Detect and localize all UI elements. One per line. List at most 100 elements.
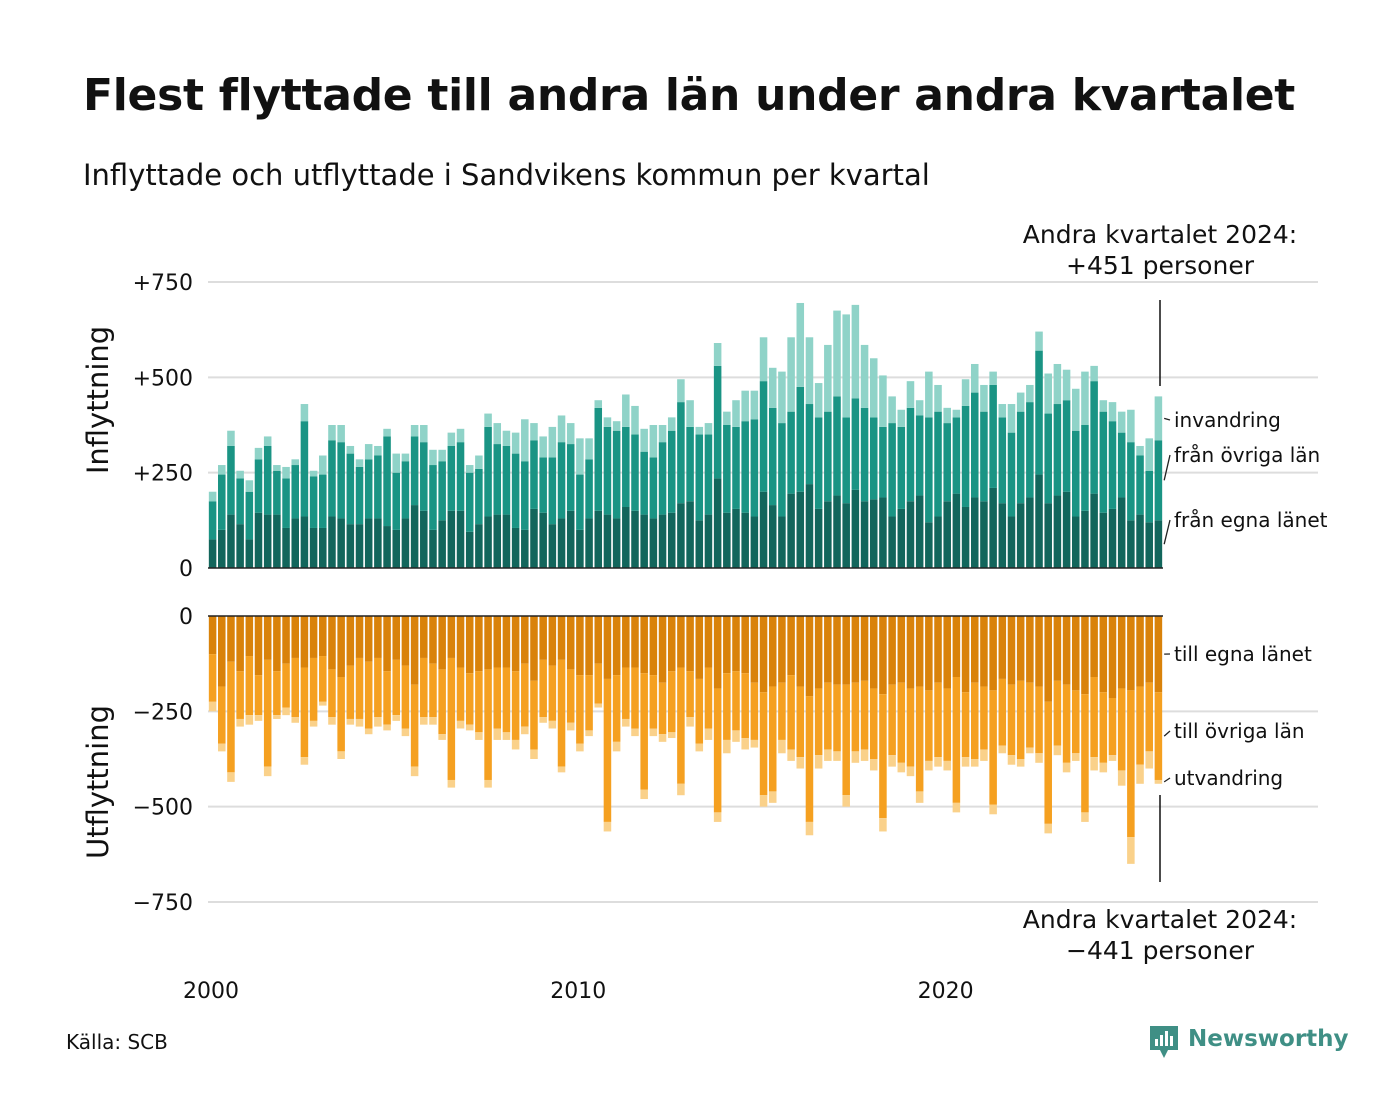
bar-segment <box>686 616 694 672</box>
bar-segment <box>814 417 823 509</box>
bar-segment <box>1081 812 1089 822</box>
bar-segment <box>796 302 805 387</box>
bar-segment <box>1053 745 1062 756</box>
bar-segment <box>695 434 704 521</box>
bar-segment <box>980 501 988 568</box>
bar-segment <box>961 379 970 406</box>
bar-segment <box>420 657 428 718</box>
bar-segment <box>888 423 896 517</box>
bar-segment <box>245 480 254 492</box>
brand-logo[interactable]: Newsworthy <box>1148 1022 1349 1066</box>
bar-segment <box>273 616 281 672</box>
bar-segment <box>897 682 906 763</box>
bar-segment <box>236 470 244 479</box>
bar-segment <box>732 671 740 731</box>
bar-segment <box>245 715 254 725</box>
bar-segment <box>879 694 887 819</box>
bar-segment <box>420 442 428 511</box>
bar-segment <box>925 690 933 761</box>
bar-segment <box>282 707 290 716</box>
bar-segment <box>328 516 336 568</box>
bar-segment <box>410 436 419 506</box>
annotation-out-line2: −441 personer <box>1066 936 1255 965</box>
bar-segment <box>925 760 933 771</box>
bar-segment <box>805 404 814 485</box>
bar-segment <box>943 760 951 771</box>
bar-segment <box>557 442 566 519</box>
bar-segment <box>420 510 428 568</box>
bar-segment <box>768 791 777 803</box>
bar-segment <box>447 657 456 780</box>
bar-segment <box>649 728 658 737</box>
bar-segment <box>475 616 483 672</box>
bar-segment <box>438 734 446 740</box>
bar-segment <box>1108 755 1117 761</box>
y-axis-title: Utflyttning <box>81 705 115 859</box>
bar-segment <box>860 680 869 750</box>
bar-segment <box>566 510 575 568</box>
bar-segment <box>970 392 979 498</box>
bar-segment <box>677 503 685 568</box>
bar-segment <box>1035 753 1043 763</box>
bar-segment <box>1136 686 1144 765</box>
bar-segment <box>649 675 658 729</box>
bar-segment <box>860 749 869 761</box>
bar-segment <box>475 468 483 525</box>
bar-segment <box>401 453 410 462</box>
bar-segment <box>833 310 841 397</box>
bar-segment <box>851 398 860 490</box>
bar-segment <box>282 616 290 664</box>
bar-segment <box>263 514 272 568</box>
bar-segment <box>658 682 667 735</box>
bar-segment <box>401 728 410 737</box>
bar-segment <box>337 425 345 443</box>
bar-segment <box>915 415 924 496</box>
bar-segment <box>594 616 603 664</box>
bar-segment <box>346 718 355 725</box>
bar-segment <box>420 616 428 658</box>
bar-segment <box>337 442 345 519</box>
bar-segment <box>300 667 309 758</box>
bar-segment <box>245 491 254 540</box>
bar-segment <box>1099 411 1108 513</box>
bar-segment <box>511 453 520 528</box>
bar-segment <box>484 779 492 788</box>
bar-segment <box>328 669 336 718</box>
y-tick-label: 0 <box>179 557 193 582</box>
bar-marks <box>208 302 1163 864</box>
y-axis-title: Inflyttning <box>81 326 115 474</box>
bar-segment <box>741 512 749 568</box>
bar-segment <box>429 616 437 664</box>
bar-segment <box>1035 350 1043 475</box>
bar-segment <box>906 501 915 568</box>
bar-segment <box>328 717 336 725</box>
bar-segment <box>337 616 345 678</box>
bar-segment <box>1127 837 1135 864</box>
bar-segment <box>989 690 997 805</box>
bar-segment <box>1062 616 1071 685</box>
bar-segment <box>622 667 630 719</box>
bar-segment <box>539 616 547 660</box>
bar-segment <box>998 404 1007 418</box>
series-label: till egna länet <box>1174 642 1312 666</box>
bar-segment <box>374 717 382 727</box>
bar-segment <box>475 671 483 733</box>
bar-segment <box>346 616 355 666</box>
bar-segment <box>1099 512 1108 568</box>
bar-segment <box>539 436 547 458</box>
bar-segment <box>869 759 878 771</box>
bar-segment <box>401 461 410 519</box>
bar-segment <box>649 518 658 568</box>
bar-segment <box>282 527 290 568</box>
bar-segment <box>566 444 575 511</box>
bar-segment <box>1053 616 1062 681</box>
bar-segment <box>741 673 749 739</box>
series-label: från övriga län <box>1174 443 1320 467</box>
bar-segment <box>319 455 327 475</box>
bar-segment <box>1026 384 1034 403</box>
bar-segment <box>759 616 768 693</box>
bar-segment <box>1136 616 1144 687</box>
bar-segment <box>686 717 694 727</box>
bar-segment <box>989 487 997 568</box>
